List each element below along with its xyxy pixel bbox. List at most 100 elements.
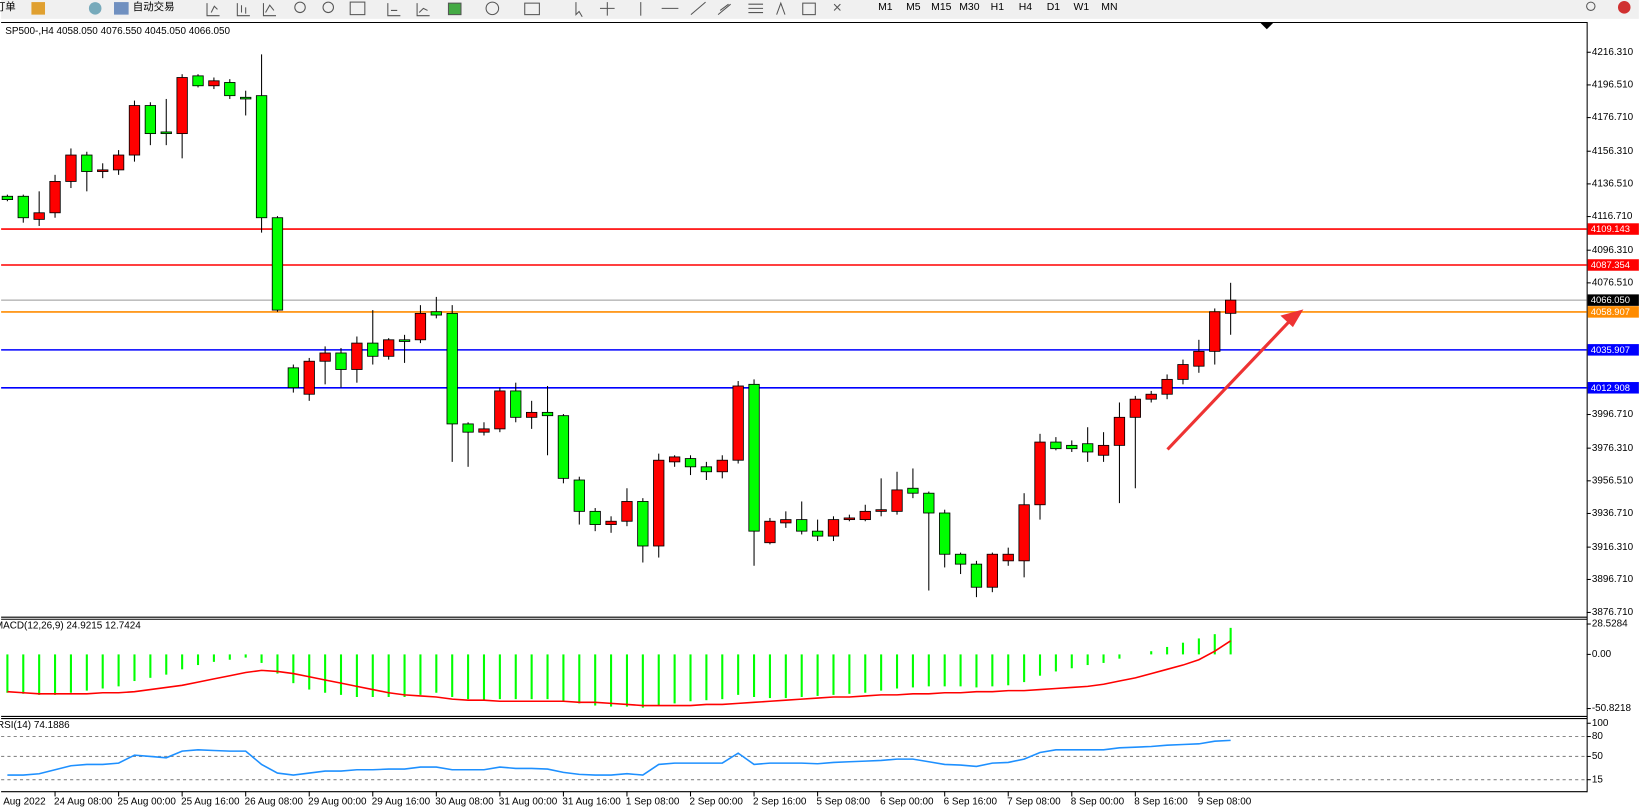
level-label: 4012.908 [1591, 382, 1630, 393]
icon[interactable] [802, 2, 816, 16]
icon[interactable] [447, 2, 462, 16]
candle-body [1034, 441, 1046, 506]
timeframes: M1 M5 M15 M30 H1 H4 D1 W1 MN [878, 2, 1117, 13]
y-tick-label: 50 [1592, 751, 1604, 762]
timeframe-button[interactable]: M30 [959, 2, 979, 13]
toolbar-orders[interactable]: 订单 [0, 1, 16, 13]
x-tick-label: 2 Sep 00:00 [689, 796, 743, 807]
main-title: SP500-,H4 4058.050 4076.550 4045.050 406… [5, 26, 230, 37]
x-tick-label: 7 Sep 08:00 [1007, 796, 1061, 807]
level-label: 4087.354 [1591, 259, 1630, 270]
x-tick-label: 31 Aug 16:00 [562, 796, 621, 807]
candle-body [160, 131, 172, 135]
y-tick-label: 4116.710 [1592, 211, 1633, 222]
candle-body [1177, 364, 1189, 380]
icon[interactable] [717, 3, 731, 16]
y-tick-label: 3876.710 [1592, 607, 1634, 618]
icon[interactable] [31, 2, 46, 15]
icon[interactable] [416, 3, 430, 17]
candle-body [1097, 444, 1110, 456]
level-label-bg [1587, 382, 1639, 394]
y-tick-label: 4176.710 [1592, 112, 1634, 123]
candle-body [700, 466, 713, 473]
candle-body [49, 181, 61, 214]
icon[interactable] [322, 1, 334, 14]
x-tick-label: 1 Sep 08:00 [626, 796, 680, 807]
icon[interactable] [294, 1, 306, 14]
candle-body [255, 95, 268, 219]
y-tick-label: 0.00 [1592, 649, 1612, 660]
timeframe-button[interactable]: M5 [906, 2, 921, 13]
y-tick-label: 3936.710 [1592, 508, 1634, 519]
timeframe-button[interactable]: M15 [931, 2, 951, 13]
candle-body [939, 512, 951, 555]
level-label-bg [1587, 294, 1639, 306]
candle-body [65, 154, 77, 182]
shift-marker [1260, 22, 1274, 30]
y-tick-label: 4196.510 [1592, 80, 1634, 91]
icon[interactable] [833, 3, 841, 11]
icon[interactable] [262, 3, 276, 17]
timeframe-button[interactable]: MN [1101, 2, 1117, 13]
toolbar: 订单 自动交易 [0, 0, 1639, 19]
icon[interactable] [1586, 1, 1596, 11]
candle-body [303, 360, 315, 395]
icon[interactable] [387, 3, 401, 17]
candle-body [176, 77, 188, 135]
candle-body [208, 80, 220, 87]
candle-body [891, 489, 903, 512]
icon[interactable] [236, 3, 250, 17]
icon[interactable] [690, 1, 706, 16]
x-tick-label: 6 Sep 16:00 [944, 796, 998, 807]
y-tick-label: 4136.510 [1592, 179, 1634, 190]
icon[interactable] [206, 3, 220, 17]
icon[interactable] [776, 1, 786, 15]
candle-body [335, 352, 347, 370]
signal-line [7, 640, 1232, 707]
icon[interactable] [485, 1, 500, 16]
level-label-bg [1587, 306, 1639, 318]
icon[interactable] [88, 2, 102, 15]
candle-body [811, 530, 824, 537]
icon[interactable] [575, 2, 583, 17]
level-label: 4066.050 [1591, 294, 1630, 305]
icon[interactable] [1617, 1, 1631, 14]
level-label: 4058.907 [1591, 306, 1630, 317]
timeframe-button[interactable]: D1 [1047, 2, 1061, 13]
timeframe-button[interactable]: H1 [991, 2, 1005, 13]
candle-body [986, 553, 998, 588]
candle-body [287, 367, 299, 389]
level-label-bg [1587, 259, 1639, 271]
arrow-annotation [1166, 309, 1304, 451]
toolbar-autotrade[interactable]: 自动交易 [133, 0, 175, 13]
icon[interactable] [748, 3, 764, 14]
candle-body [319, 352, 331, 362]
candle-body [859, 510, 871, 521]
icon[interactable] [524, 2, 540, 16]
candle-body [907, 487, 919, 494]
candle-body [716, 459, 728, 473]
timeframe-button[interactable]: H4 [1019, 2, 1033, 13]
timeframe-button[interactable]: W1 [1074, 2, 1090, 13]
candle-body [875, 509, 887, 512]
candle-body [17, 195, 29, 219]
icon[interactable] [349, 1, 366, 16]
x-start-label: Aug 2022 [3, 796, 46, 807]
candle-body [605, 520, 617, 525]
level-label-bg [1587, 223, 1639, 235]
candle-body [1002, 553, 1014, 562]
candle-body [557, 415, 570, 479]
candle-body [573, 479, 585, 512]
icon[interactable] [113, 2, 129, 15]
icon[interactable] [599, 2, 615, 16]
rsi-line [7, 739, 1231, 776]
x-tick-label: 31 Aug 00:00 [499, 796, 558, 807]
candle-body [954, 553, 967, 565]
candle-body [462, 423, 474, 433]
chart-bg [1, 20, 1639, 810]
timeframe-button[interactable]: M1 [878, 2, 893, 13]
y-tick-label: 4096.310 [1592, 245, 1634, 256]
macd-title: MACD(12,26,9) 24.9215 12.7424 [0, 621, 141, 632]
